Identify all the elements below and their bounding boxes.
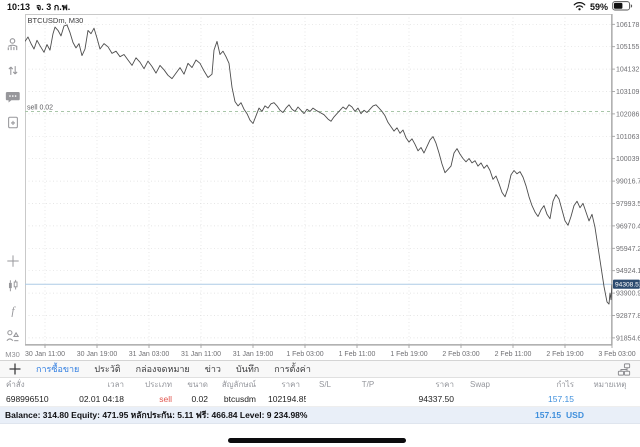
tab-settings[interactable]: การตั้งค่า xyxy=(274,364,311,374)
col-header-type: ประเภท xyxy=(145,380,172,389)
bottom-tab-bar: การซื้อขาย ประวัติ กล่องจดหมาย ข่าว บันท… xyxy=(0,360,640,378)
col-header-sl: S/L xyxy=(318,380,331,389)
order-price: 94337.50 xyxy=(418,393,454,404)
orders-table-header: คำสั่ง เวลา ประเภท ขนาด สัญลักษณ์ ราคา S… xyxy=(0,378,640,391)
current-price-badge-label: 94308.51 xyxy=(615,282,640,289)
svg-text:f: f xyxy=(11,305,16,317)
y-axis-label: 94924.10 xyxy=(616,268,640,275)
y-axis-label: 96970.40 xyxy=(616,223,640,230)
floating-profit-currency: USD xyxy=(566,410,584,420)
x-axis-label: 2 Feb 19:00 xyxy=(546,351,583,358)
timeframe-label[interactable]: M30 xyxy=(5,350,20,359)
objects-icon[interactable] xyxy=(4,327,21,344)
floating-profit-value: 157.15 xyxy=(535,410,562,420)
battery-icon xyxy=(612,1,633,13)
y-axis-label: 91854.65 xyxy=(616,335,640,342)
account-summary-text: Balance: 314.80 Equity: 471.95 หลักประกั… xyxy=(5,410,308,420)
wifi-icon xyxy=(573,1,586,13)
col-header-profit: กำไร xyxy=(556,380,574,389)
y-axis-label: 105155.60 xyxy=(616,44,640,51)
table-row[interactable]: 698996510 02.01 04:18 sell 0.02 btcusdm … xyxy=(0,391,640,407)
chat-icon[interactable] xyxy=(4,88,21,105)
y-axis-label: 102086.15 xyxy=(616,111,640,118)
col-header-size: ขนาด xyxy=(187,380,208,389)
x-axis-label: 1 Feb 19:00 xyxy=(390,351,427,358)
y-axis-label: 106178.75 xyxy=(616,22,640,29)
status-clock: 10:13 xyxy=(7,2,31,12)
x-axis-label: 3 Feb 03:00 xyxy=(598,351,635,358)
col-header-open-price: ราคา xyxy=(281,380,300,389)
battery-percent-label: 59% xyxy=(589,2,608,12)
y-axis-label: 95947.25 xyxy=(616,246,640,253)
x-axis-label: 31 Jan 11:00 xyxy=(181,351,221,358)
col-header-tp: T/P xyxy=(361,380,375,389)
left-toolbar: f M30 xyxy=(0,14,25,360)
home-indicator[interactable] xyxy=(228,438,406,443)
col-header-note: หมายเหตุ xyxy=(593,380,627,389)
current-price-badge xyxy=(613,279,640,289)
tab-news[interactable]: ข่าว xyxy=(204,364,221,374)
order-profit: 157.15 xyxy=(548,393,574,404)
y-axis-label: 101063.00 xyxy=(616,134,640,141)
indicators-icon[interactable]: f xyxy=(4,302,21,319)
chart-symbol-label: BTCUSDm, M30 xyxy=(28,16,84,25)
x-axis-label: 2 Feb 11:00 xyxy=(495,351,532,358)
col-header-order: คำสั่ง xyxy=(6,380,25,389)
y-axis-label: 99016.70 xyxy=(616,179,640,186)
account-summary-row: Balance: 314.80 Equity: 471.95 หลักประกั… xyxy=(0,407,640,424)
order-symbol: btcusdm xyxy=(223,393,256,404)
y-axis-label: 92877.80 xyxy=(616,313,640,320)
new-trade-plus-icon[interactable] xyxy=(8,362,22,376)
tab-journal[interactable]: บันทึก xyxy=(235,364,260,374)
order-number: 698996510 xyxy=(6,393,49,404)
col-header-swap: Swap xyxy=(469,380,490,389)
col-header-symbol: สัญลักษณ์ xyxy=(221,380,256,389)
y-axis-label: 100039.85 xyxy=(616,156,640,163)
x-axis-label: 30 Jan 11:00 xyxy=(25,351,65,358)
y-axis-label: 103109.30 xyxy=(616,89,640,96)
x-axis-label: 31 Jan 03:00 xyxy=(129,351,170,358)
status-date: จ. 3 ก.พ. xyxy=(36,2,71,12)
x-axis-label: 2 Feb 03:00 xyxy=(442,351,479,358)
status-bar: 10:13 จ. 3 ก.พ. 59% xyxy=(0,0,640,14)
x-axis-label: 30 Jan 19:00 xyxy=(77,351,118,358)
sort-orders-icon[interactable] xyxy=(616,362,632,376)
crosshair-icon[interactable] xyxy=(4,252,21,269)
footer-area xyxy=(0,424,640,447)
order-type: sell xyxy=(159,393,172,404)
y-axis-label: 104132.45 xyxy=(616,67,640,74)
new-order-icon[interactable] xyxy=(4,114,21,131)
order-open-price: 102194.85 xyxy=(268,393,306,404)
price-series-line xyxy=(24,24,613,305)
order-time: 02.01 04:18 xyxy=(79,393,124,404)
x-axis-label: 31 Jan 19:00 xyxy=(233,351,274,358)
tab-history[interactable]: ประวัติ xyxy=(94,364,121,374)
open-position-label: sell 0.02 xyxy=(27,105,53,112)
trade-arrows-icon[interactable] xyxy=(4,62,21,79)
x-axis-label: 1 Feb 03:00 xyxy=(286,351,323,358)
tab-mailbox[interactable]: กล่องจดหมาย xyxy=(135,364,190,374)
price-chart[interactable]: 106178.75 105155.60 104132.45 103109.30 1020… xyxy=(24,14,640,360)
chart-background xyxy=(25,14,640,360)
col-header-time: เวลา xyxy=(107,380,124,389)
col-header-price: ราคา xyxy=(435,380,454,389)
quotes-icon[interactable] xyxy=(4,36,21,53)
y-axis-label: 93900.95 xyxy=(616,291,640,298)
chart-type-icon[interactable] xyxy=(4,277,21,294)
order-size: 0.02 xyxy=(191,393,208,404)
tab-trade[interactable]: การซื้อขาย xyxy=(36,364,80,374)
x-axis-label: 1 Feb 11:00 xyxy=(339,351,376,358)
y-axis-label: 97993.55 xyxy=(616,201,640,208)
